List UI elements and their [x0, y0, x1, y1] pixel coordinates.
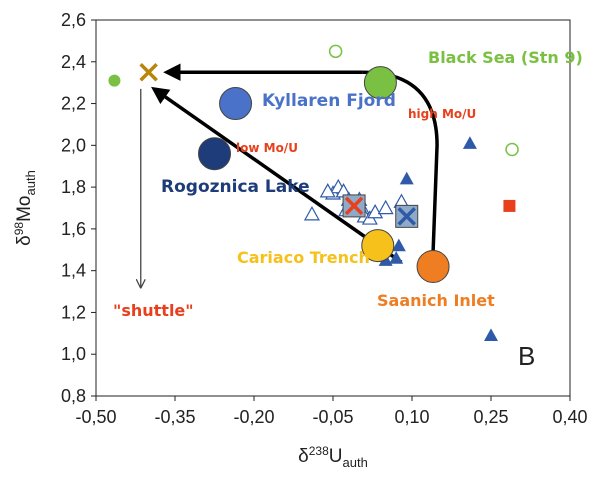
y-axis-ticks: 0,8 1,0 1,2 1,4 1,6 1,8 2,0 2,2 2,4 2,6 — [61, 10, 96, 406]
small-green-point — [108, 74, 121, 87]
y-tick-label: 1,0 — [61, 344, 86, 364]
cross-point — [139, 62, 158, 82]
y-tick-label: 2,6 — [61, 10, 86, 30]
open-triangle-point — [303, 206, 320, 221]
cross-point — [397, 207, 416, 226]
open-circle-point — [328, 44, 343, 59]
site-point — [198, 137, 231, 171]
filled-triangle-point — [399, 171, 414, 185]
marks-layer — [108, 44, 519, 342]
y-tick-label: 2,2 — [61, 94, 86, 114]
site-label-saanich: Saanich Inlet — [377, 291, 495, 310]
site-point — [416, 249, 450, 283]
filled-triangle-point — [484, 328, 498, 342]
red-square-point — [503, 199, 516, 212]
x-tick-label: -0,05 — [312, 407, 353, 427]
x-tick-label: -0,20 — [233, 407, 274, 427]
x-axis-label: δ238Uauth — [298, 444, 368, 470]
panel-label: B — [518, 341, 535, 371]
site-label-cariaco: Cariaco Trench — [237, 248, 370, 267]
filled-triangle-point — [462, 136, 477, 149]
x-tick-label: -0,50 — [75, 407, 116, 427]
y-tick-label: 1,4 — [61, 261, 86, 281]
label-layer: Black Sea (Stn 9) Kyllaren Fjord Rogoznica… — [113, 48, 583, 371]
x-tick-label: 0,10 — [394, 407, 429, 427]
site-label-kyllaren: Kyllaren Fjord — [262, 91, 396, 111]
site-point — [219, 87, 253, 121]
open-triangle-point — [377, 199, 394, 215]
y-axis-label: δ98Moauth — [12, 170, 38, 246]
open-triangle-point — [367, 203, 384, 219]
filled-triangle-point — [391, 238, 406, 252]
y-tick-label: 1,8 — [61, 177, 86, 197]
plot-frame — [95, 19, 571, 397]
y-tick-label: 1,6 — [61, 219, 86, 239]
annotation-low-mo-u: low Mo/U — [236, 141, 298, 155]
y-tick-label: 1,2 — [61, 302, 86, 322]
open-circle-point — [505, 142, 519, 157]
x-tick-label: 0,40 — [552, 407, 587, 427]
annotation-high-mo-u: high Mo/U — [408, 107, 476, 121]
x-tick-label: -0,35 — [154, 407, 195, 427]
site-label-black-sea: Black Sea (Stn 9) — [428, 48, 583, 67]
annotation-shuttle: "shuttle" — [113, 301, 194, 320]
diagonal-arrow — [151, 86, 403, 264]
site-label-rogoznica: Rogoznica Lake — [161, 177, 310, 197]
site-point — [361, 229, 395, 263]
cross-point — [344, 196, 364, 216]
y-tick-label: 0,8 — [61, 386, 86, 406]
x-tick-label: 0,25 — [473, 407, 508, 427]
filled-triangle-point — [389, 251, 404, 264]
y-tick-label: 2,4 — [61, 52, 86, 72]
x-axis-ticks: -0,50 -0,35 -0,20 -0,05 0,10 0,25 0,40 — [75, 396, 588, 427]
site-point — [363, 66, 397, 100]
y-tick-label: 2,0 — [61, 135, 86, 155]
open-triangle-point — [319, 183, 336, 198]
